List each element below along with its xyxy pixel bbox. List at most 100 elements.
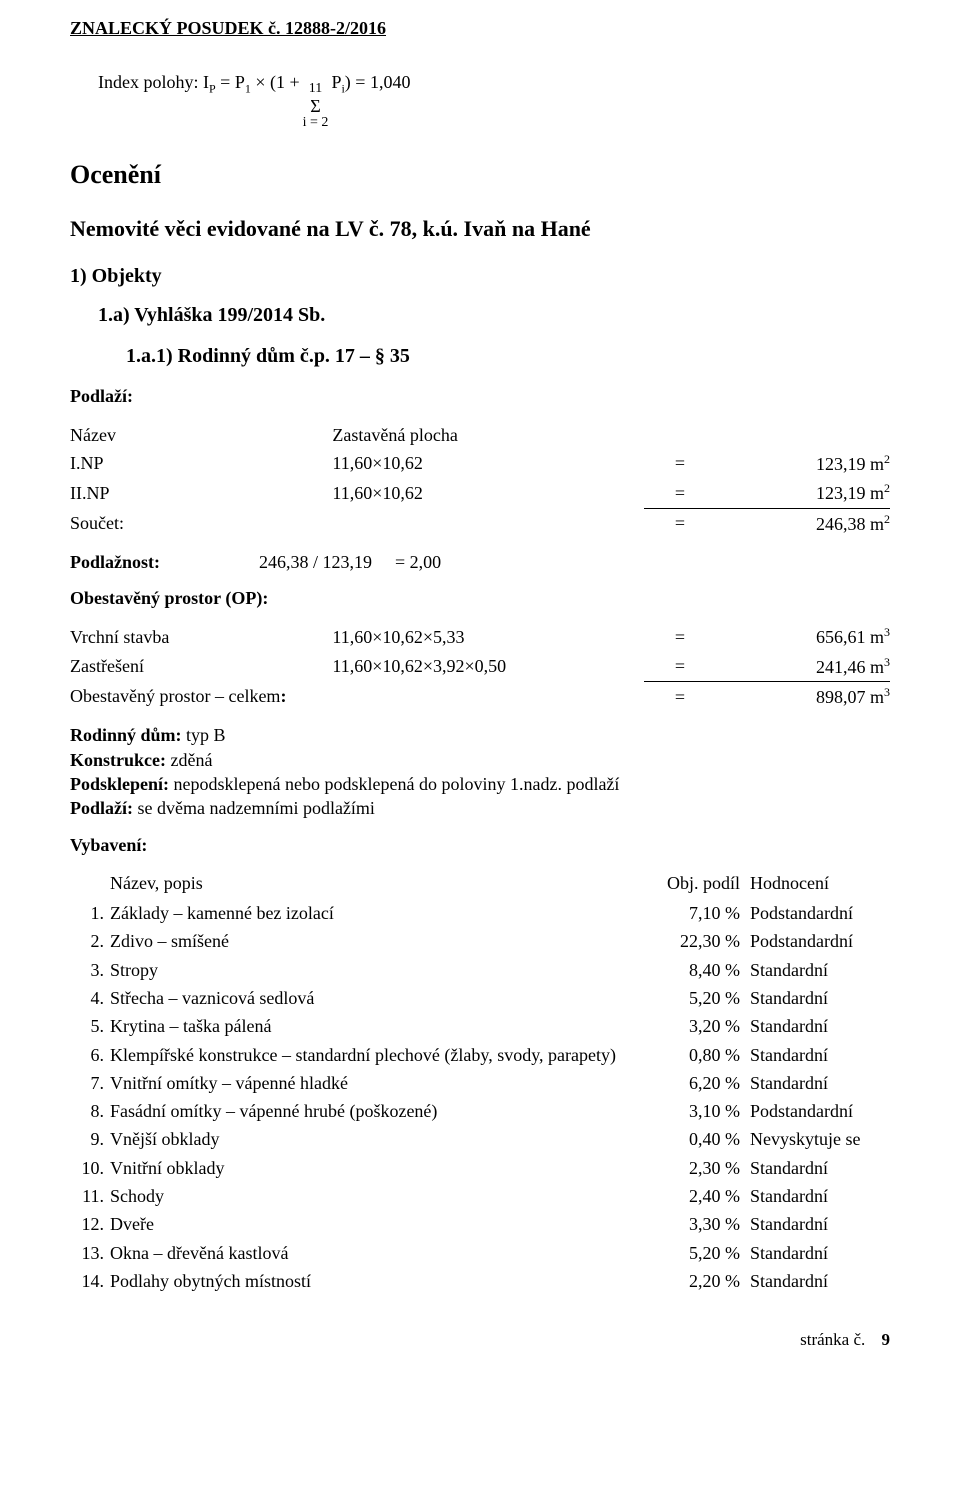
table-sum-row: Součet: = 246,38 m2 xyxy=(70,508,890,538)
vyb-row-pct: 6,20 % xyxy=(650,1069,750,1097)
vyb-row-num: 1. xyxy=(70,899,110,927)
page-footer: stránka č. 9 xyxy=(70,1329,890,1352)
table-row: 13.Okna – dřevěná kastlová5,20 %Standard… xyxy=(70,1239,890,1267)
vyb-row-pct: 3,30 % xyxy=(650,1210,750,1238)
op-table: Vrchní stavba 11,60×10,62×5,33 = 656,61 … xyxy=(70,622,890,711)
vyb-row-num: 11. xyxy=(70,1182,110,1210)
desc-l4b: se dvěma nadzemními podlažími xyxy=(133,798,375,818)
desc-l2a: Konstrukce: xyxy=(70,750,166,770)
podlazi-sum-label: Součet: xyxy=(70,513,124,533)
desc-l3a: Podsklepení: xyxy=(70,774,169,794)
table-row: Zastřešení 11,60×10,62×3,92×0,50 = 241,4… xyxy=(70,652,890,682)
formula-index-polohy: Index polohy: IP = P1 × (1 + 11 Σ i = 2 … xyxy=(70,70,890,126)
vyb-row-pct: 2,30 % xyxy=(650,1154,750,1182)
podlazi-sum-exp: 2 xyxy=(884,512,890,526)
vyb-col-rating: Hodnocení xyxy=(750,873,829,893)
vyb-row-name: Vnitřní obklady xyxy=(110,1154,650,1182)
section-main: Ocenění xyxy=(70,157,890,192)
section-sub: Nemovité věci evidované na LV č. 78, k.ú… xyxy=(70,214,890,244)
vyb-row-pct: 7,10 % xyxy=(650,899,750,927)
footer-page-num: 9 xyxy=(882,1330,891,1349)
podlazi-row-eq: = xyxy=(675,483,685,503)
vyb-row-num: 6. xyxy=(70,1041,110,1069)
op-row-name: Zastřešení xyxy=(70,656,144,676)
vyb-row-rating: Podstandardní xyxy=(750,899,890,927)
vyb-row-rating: Standardní xyxy=(750,1239,890,1267)
op-row-val: 656,61 m xyxy=(816,627,884,647)
podlazi-row-name: I.NP xyxy=(70,453,104,473)
vyb-row-pct: 5,20 % xyxy=(650,1239,750,1267)
formula-sum: 11 Σ i = 2 xyxy=(303,82,329,130)
vyb-table: Název, popis Obj. podíl Hodnocení 1.Zákl… xyxy=(70,869,890,1295)
op-row-exp: 3 xyxy=(884,655,890,669)
op-total-eq: = xyxy=(675,687,685,707)
vyb-row-pct: 3,10 % xyxy=(650,1097,750,1125)
vyb-row-name: Fasádní omítky – vápenné hrubé (poškozen… xyxy=(110,1097,650,1125)
formula-eq1: = P xyxy=(216,72,245,92)
vyb-row-num: 5. xyxy=(70,1012,110,1040)
vyb-row-name: Vnitřní omítky – vápenné hladké xyxy=(110,1069,650,1097)
vyb-row-num: 9. xyxy=(70,1125,110,1153)
table-row: 14.Podlahy obytných místností2,20 %Stand… xyxy=(70,1267,890,1295)
op-heading: Obestavěný prostor (OP): xyxy=(70,586,890,610)
vyb-row-pct: 5,20 % xyxy=(650,984,750,1012)
table-header-row: Název Zastavěná plocha xyxy=(70,421,890,449)
footer-label: stránka č. xyxy=(800,1330,865,1349)
vyb-row-num: 4. xyxy=(70,984,110,1012)
podlazi-col-area: Zastavěná plocha xyxy=(332,425,457,445)
podlazi-col-name: Název xyxy=(70,425,116,445)
op-row-val: 241,46 m xyxy=(816,657,884,677)
vyb-row-name: Schody xyxy=(110,1182,650,1210)
op-row-eq: = xyxy=(675,627,685,647)
vyb-row-rating: Standardní xyxy=(750,1210,890,1238)
desc-l1a: Rodinný dům: xyxy=(70,725,182,745)
podlazi-row-expr: 11,60×10,62 xyxy=(332,453,422,473)
vyb-row-num: 14. xyxy=(70,1267,110,1295)
heading-rodinny-dum: 1.a.1) Rodinný dům č.p. 17 – § 35 xyxy=(70,343,890,370)
table-row: 7.Vnitřní omítky – vápenné hladké6,20 %S… xyxy=(70,1069,890,1097)
desc-l1b: typ B xyxy=(182,725,226,745)
vyb-row-num: 12. xyxy=(70,1210,110,1238)
podlaznost-label: Podlažnost: xyxy=(70,552,160,572)
vyb-row-rating: Standardní xyxy=(750,1012,890,1040)
vyb-row-pct: 2,40 % xyxy=(650,1182,750,1210)
podlazi-table: Název Zastavěná plocha I.NP 11,60×10,62 … xyxy=(70,421,890,538)
table-row: 11.Schody2,40 %Standardní xyxy=(70,1182,890,1210)
vyb-row-rating: Standardní xyxy=(750,1182,890,1210)
heading-vyhlaska: 1.a) Vyhláška 199/2014 Sb. xyxy=(70,302,890,329)
sum-bottom: i = 2 xyxy=(303,116,329,131)
table-row: I.NP 11,60×10,62 = 123,19 m2 xyxy=(70,449,890,478)
vyb-row-name: Klempířské konstrukce – standardní plech… xyxy=(110,1041,650,1069)
vyb-row-num: 2. xyxy=(70,927,110,955)
vyb-row-name: Základy – kamenné bez izolací xyxy=(110,899,650,927)
vyb-row-rating: Nevyskytuje se xyxy=(750,1125,890,1153)
vyb-row-pct: 0,40 % xyxy=(650,1125,750,1153)
table-row: 6.Klempířské konstrukce – standardní ple… xyxy=(70,1041,890,1069)
formula-times: × (1 + xyxy=(251,72,300,92)
table-row: 9.Vnější obklady0,40 %Nevyskytuje se xyxy=(70,1125,890,1153)
podlazi-row-val: 123,19 m xyxy=(816,454,884,474)
table-header-row: Název, popis Obj. podíl Hodnocení xyxy=(70,869,890,899)
vyb-row-name: Okna – dřevěná kastlová xyxy=(110,1239,650,1267)
podlazi-row-val: 123,19 m xyxy=(816,483,884,503)
vyb-row-num: 10. xyxy=(70,1154,110,1182)
desc-block: Rodinný dům: typ B Konstrukce: zděná Pod… xyxy=(70,723,890,820)
op-total-val: 898,07 m xyxy=(816,687,884,707)
vyb-row-rating: Standardní xyxy=(750,1267,890,1295)
vyb-row-rating: Standardní xyxy=(750,1041,890,1069)
table-row: Vrchní stavba 11,60×10,62×5,33 = 656,61 … xyxy=(70,622,890,651)
heading-objekty: 1) Objekty xyxy=(70,263,890,290)
vyb-row-pct: 3,20 % xyxy=(650,1012,750,1040)
op-total-colon: : xyxy=(280,686,286,706)
table-row: 2.Zdivo – smíšené22,30 %Podstandardní xyxy=(70,927,890,955)
vyb-heading: Vybavení: xyxy=(70,833,890,857)
vyb-row-pct: 2,20 % xyxy=(650,1267,750,1295)
table-row: 8.Fasádní omítky – vápenné hrubé (poškoz… xyxy=(70,1097,890,1125)
podlaznost-line: Podlažnost: 246,38 / 123,19 = 2,00 xyxy=(70,550,890,574)
vyb-row-pct: 8,40 % xyxy=(650,956,750,984)
vyb-row-rating: Standardní xyxy=(750,1154,890,1182)
podlazi-heading: Podlaží: xyxy=(70,384,890,408)
podlazi-row-eq: = xyxy=(675,453,685,473)
table-row: 5.Krytina – taška pálená3,20 %Standardní xyxy=(70,1012,890,1040)
vyb-col-pct: Obj. podíl xyxy=(667,873,740,893)
